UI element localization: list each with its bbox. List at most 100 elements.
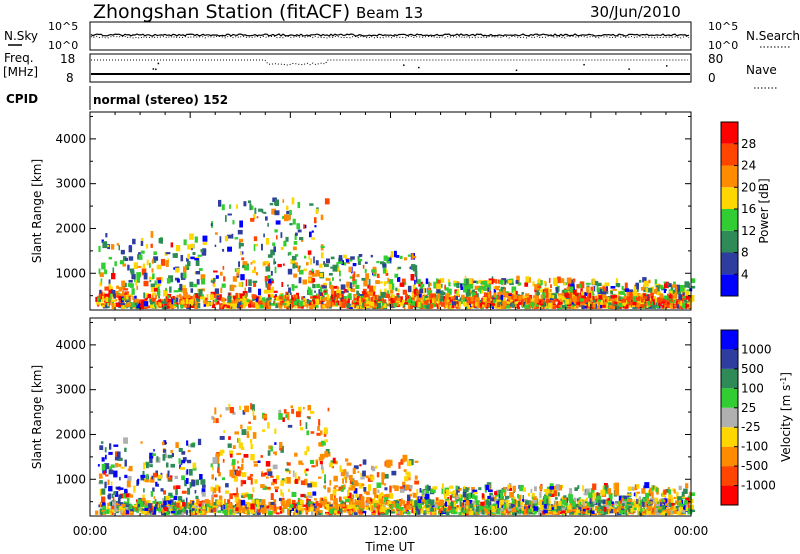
echo-cell — [309, 203, 314, 206]
echo-cell — [449, 485, 454, 489]
echo-cell — [320, 292, 324, 297]
echo-cell — [648, 306, 650, 309]
echo-cell — [261, 297, 266, 303]
echo-cell — [459, 501, 462, 507]
echo-cell — [311, 465, 316, 468]
echo-cell — [463, 302, 468, 307]
echo-cell — [528, 492, 531, 497]
echo-cell — [578, 497, 581, 500]
echo-cell — [176, 500, 181, 504]
echo-cell — [397, 266, 402, 270]
echo-cell — [374, 303, 377, 307]
echo-cell — [385, 459, 390, 466]
echo-cell — [471, 278, 474, 285]
echo-cell — [171, 453, 174, 457]
echo-cell — [553, 509, 558, 515]
echo-cell — [196, 499, 200, 504]
echo-cell — [495, 505, 498, 509]
echo-cell — [187, 487, 191, 495]
nave-dip-point — [418, 66, 420, 69]
echo-cell — [157, 301, 161, 305]
echo-cell — [213, 417, 215, 424]
echo-cell — [124, 447, 127, 452]
echo-cell — [658, 504, 662, 510]
echo-cell — [330, 298, 333, 304]
echo-cell — [237, 229, 243, 235]
echo-cell — [201, 278, 206, 285]
echo-cell — [571, 509, 577, 512]
echo-cell — [452, 301, 457, 306]
echo-cell — [659, 284, 664, 289]
colorbar-tick-label: 28 — [741, 137, 756, 151]
echo-cell — [348, 474, 353, 481]
echo-cell — [137, 299, 141, 303]
echo-cell — [596, 492, 599, 496]
echo-cell — [183, 508, 187, 514]
echo-cell — [183, 304, 187, 308]
echo-cell — [202, 235, 208, 242]
echo-cell — [139, 506, 144, 509]
echo-cell — [569, 488, 573, 494]
echo-cell — [232, 493, 237, 496]
echo-cell — [291, 304, 294, 308]
echo-cell — [452, 304, 455, 309]
echo-cell — [511, 512, 514, 516]
echo-cell — [505, 500, 510, 503]
echo-cell — [241, 463, 244, 471]
echo-cell — [146, 473, 149, 480]
echo-cell — [214, 299, 218, 302]
echo-cell — [661, 505, 666, 510]
echo-cell — [311, 273, 317, 277]
echo-cell — [310, 431, 315, 434]
echo-cell — [141, 268, 147, 276]
echo-cell — [526, 297, 531, 304]
echo-cell — [128, 294, 133, 298]
echo-cell — [485, 511, 488, 515]
echo-cell — [259, 304, 264, 309]
echo-cell — [314, 512, 319, 515]
echo-cell — [156, 264, 162, 270]
echo-cell — [328, 462, 333, 468]
echo-cell — [366, 497, 370, 501]
echo-cell — [99, 289, 102, 297]
echo-cell — [455, 499, 460, 502]
echo-cell — [340, 488, 344, 492]
echo-cell — [660, 297, 664, 304]
echo-cell — [531, 503, 536, 508]
echo-cell — [212, 283, 216, 288]
echo-cell — [386, 464, 391, 468]
echo-cell — [308, 271, 312, 276]
echo-cell — [474, 302, 478, 307]
echo-cell — [552, 509, 557, 512]
echo-cell — [389, 289, 394, 294]
echo-cell — [178, 458, 181, 464]
echo-cell — [388, 283, 392, 290]
echo-cell — [215, 499, 218, 506]
echo-cell — [383, 281, 386, 287]
echo-cell — [528, 511, 534, 515]
echo-cell — [501, 294, 506, 298]
echo-cell — [638, 295, 643, 302]
echo-cell — [202, 505, 206, 509]
echo-cell — [294, 472, 297, 479]
echo-cell — [234, 237, 239, 240]
echo-cell — [371, 466, 376, 472]
echo-cell — [360, 477, 365, 480]
echo-cell — [255, 302, 259, 309]
echo-cell — [330, 256, 335, 260]
echo-cell — [287, 424, 293, 428]
echo-cell — [403, 469, 407, 472]
echo-cell — [297, 497, 301, 500]
echo-cell — [97, 464, 100, 467]
echo-cell — [164, 298, 167, 304]
echo-cell — [209, 509, 214, 513]
echo-cell — [458, 494, 463, 502]
echo-cell — [273, 290, 278, 293]
echo-cell — [406, 460, 412, 467]
echo-cell — [485, 301, 487, 308]
echo-cell — [316, 295, 320, 302]
echo-cell — [673, 295, 676, 299]
echo-cell — [303, 224, 305, 229]
echo-cell — [224, 235, 229, 242]
echo-cell — [227, 443, 232, 448]
